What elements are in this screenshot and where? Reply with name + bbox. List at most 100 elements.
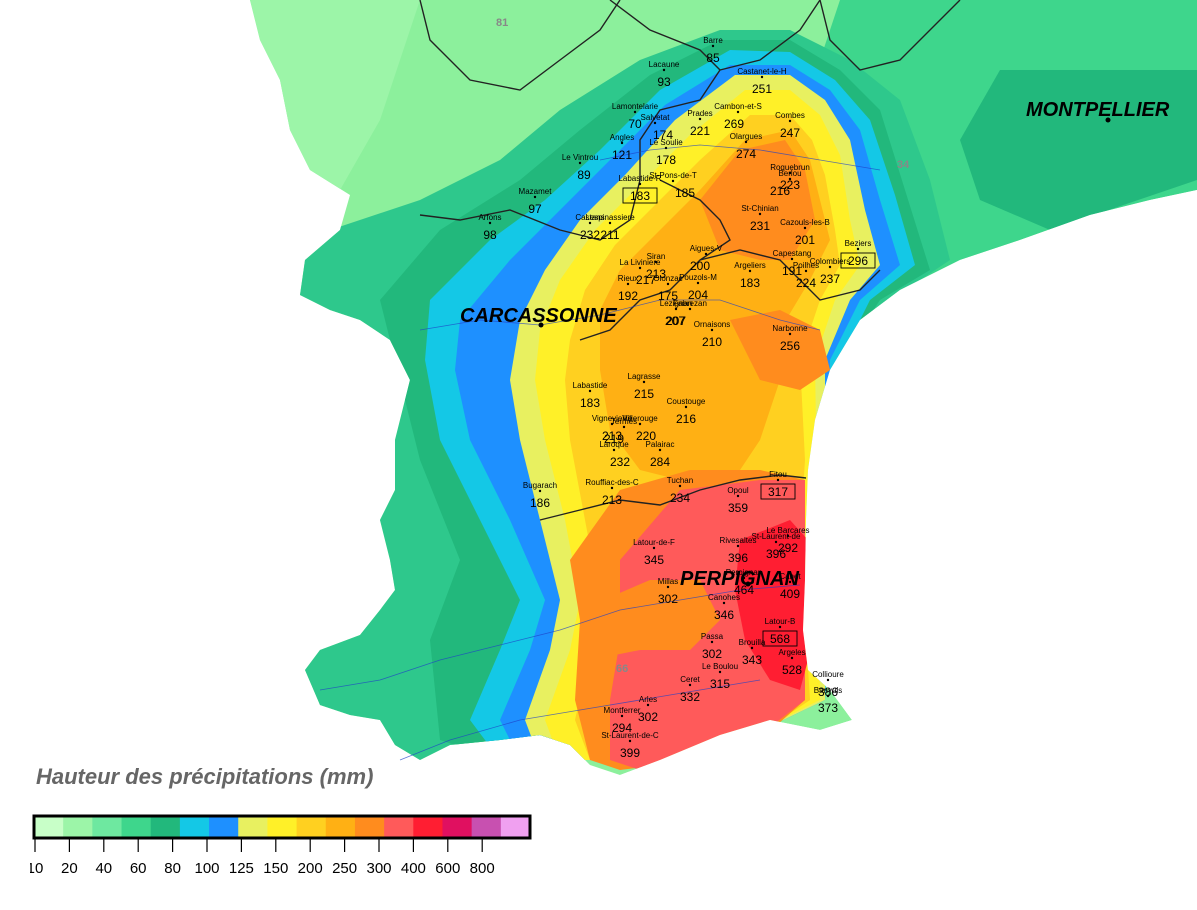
station-name: Millas bbox=[658, 577, 678, 586]
station-roquebrun: Roquebrun 223 bbox=[770, 163, 810, 192]
station-value: 399 bbox=[620, 746, 640, 760]
station-dot bbox=[722, 601, 726, 605]
station-name: La Liviniere bbox=[620, 258, 661, 267]
station-value: 315 bbox=[710, 677, 730, 691]
station-name: Colombiers bbox=[810, 257, 850, 266]
legend-swatch bbox=[296, 816, 327, 838]
station-dot bbox=[638, 266, 642, 270]
station-rieux: Rieux 192 bbox=[618, 274, 639, 303]
station-value: 185 bbox=[675, 186, 695, 200]
legend-tick-label: 400 bbox=[401, 860, 426, 877]
station-vignevieille: Vignevieille 213 bbox=[592, 414, 633, 443]
station-value: 359 bbox=[728, 501, 748, 515]
station-fitou: Fitou 317 bbox=[760, 470, 796, 500]
station-dot bbox=[710, 328, 714, 332]
station-angles: Angles 121 bbox=[610, 133, 634, 162]
station-name: Roquebrun bbox=[770, 163, 810, 172]
station-lamontelarie: Lamontelarie 70 bbox=[612, 102, 659, 131]
station-dot bbox=[828, 265, 832, 269]
station-dot bbox=[790, 257, 794, 261]
legend-swatch bbox=[209, 816, 239, 838]
station-name: Collioure bbox=[812, 670, 844, 679]
station-latour-de-f: Latour-de-F 345 bbox=[633, 538, 675, 567]
station-dot bbox=[628, 739, 632, 743]
station-value: 98 bbox=[483, 228, 497, 242]
legend-swatch bbox=[500, 816, 531, 838]
legend-tick-label: 10 bbox=[30, 860, 43, 877]
station-lespinassiere: Lespinassiere 211 bbox=[585, 213, 635, 242]
station-labastide: Labastide 183 bbox=[573, 381, 608, 410]
city-label: PERPIGNAN bbox=[680, 568, 799, 590]
station-value: 231 bbox=[750, 219, 770, 233]
station-dot bbox=[671, 179, 675, 183]
station-value: 207 bbox=[666, 314, 686, 328]
station-value: 93 bbox=[657, 75, 671, 89]
station-value: 346 bbox=[714, 608, 734, 622]
station-value: 247 bbox=[780, 126, 800, 140]
station-name: St-Chinian bbox=[741, 204, 778, 213]
station-value: 213 bbox=[602, 493, 622, 507]
station-le-boulou: Le Boulou 315 bbox=[702, 662, 738, 691]
station-dot bbox=[688, 307, 692, 311]
station-dot bbox=[626, 282, 630, 286]
station-value: 296 bbox=[848, 254, 868, 268]
legend-swatch bbox=[34, 816, 64, 838]
station-berlou: Berlou 216 bbox=[770, 169, 802, 198]
station-name: Passa bbox=[701, 632, 724, 641]
station-narbonne: Narbonne 256 bbox=[772, 324, 808, 353]
station-name: Ornaisons bbox=[694, 320, 730, 329]
station-name: Labastide bbox=[573, 381, 608, 390]
legend-scale: 10 20 40 60 80 100 125 150 200 250 300 400 600 800 bbox=[30, 814, 532, 877]
legend-swatch bbox=[413, 816, 443, 838]
station-value: 396 bbox=[766, 547, 786, 561]
station-value: 121 bbox=[612, 148, 632, 162]
station-name: Le Boulou bbox=[702, 662, 738, 671]
station-dot bbox=[788, 177, 792, 181]
station-name: Argeliers bbox=[734, 261, 766, 270]
station-value: 224 bbox=[796, 276, 816, 290]
legend-title: Hauteur des précipitations (mm) bbox=[36, 764, 374, 789]
station-name: St-Pons-de-T bbox=[649, 171, 697, 180]
legend-tick-label: 20 bbox=[61, 860, 78, 877]
station-colombiers: Colombiers 237 bbox=[810, 257, 850, 286]
station-castans: Castans 232 bbox=[575, 213, 604, 242]
station-tuchan: Tuchan 234 bbox=[667, 476, 693, 505]
station-name: St-Laurent-de bbox=[752, 532, 801, 541]
station-dot bbox=[608, 221, 612, 225]
city-label: CARCASSONNE bbox=[460, 305, 617, 327]
station-dot bbox=[610, 486, 614, 490]
station-name: Argeles bbox=[778, 648, 805, 657]
station-name: Bugarach bbox=[523, 481, 557, 490]
legend-tick-label: 40 bbox=[95, 860, 112, 877]
station-coustouge: Coustouge 216 bbox=[667, 397, 706, 426]
max-value-box bbox=[762, 630, 798, 647]
station-dot bbox=[620, 714, 624, 718]
station-value: 528 bbox=[782, 663, 802, 677]
station-value: 237 bbox=[820, 272, 840, 286]
station-dot bbox=[533, 195, 537, 199]
station-value: 175 bbox=[658, 289, 678, 303]
station-dot bbox=[788, 171, 792, 175]
station-castanet-le-h: Castanet-le-H 251 bbox=[737, 67, 787, 96]
station-dot bbox=[736, 494, 740, 498]
station-value: 216 bbox=[770, 184, 790, 198]
station-canet: Canet 409 bbox=[779, 572, 801, 601]
station-name: Latour-de-F bbox=[633, 538, 675, 547]
station-arles: Arles 302 bbox=[638, 695, 658, 724]
station-name: Barre bbox=[703, 36, 723, 45]
station-cazouls-les-b: Cazouls-les-B 201 bbox=[780, 218, 830, 247]
station-dot bbox=[750, 646, 754, 650]
station-name: Palairac bbox=[646, 440, 675, 449]
station-dot bbox=[664, 146, 668, 150]
station-st-chinian: St-Chinian 231 bbox=[741, 204, 778, 233]
station-villerouge: Villerouge 220 bbox=[622, 414, 658, 443]
station-dot bbox=[790, 656, 794, 660]
station-dot bbox=[804, 269, 808, 273]
station-value: 386 bbox=[818, 685, 838, 699]
station-name: Pouzols-M bbox=[679, 273, 717, 282]
station-value: 97 bbox=[528, 202, 542, 216]
station-value: 191 bbox=[782, 264, 802, 278]
station-value: 217 bbox=[636, 273, 656, 287]
